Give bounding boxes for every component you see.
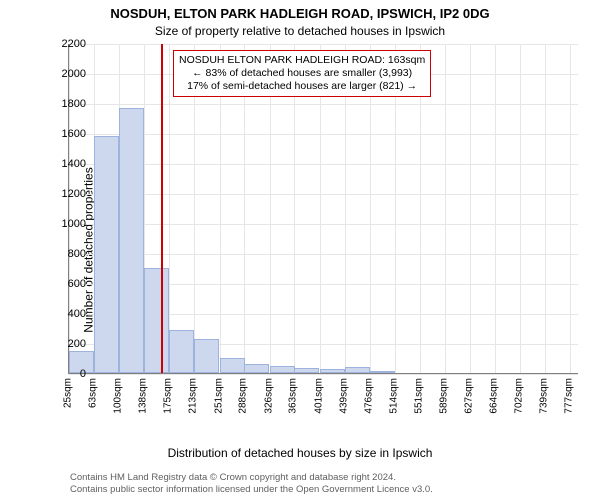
x-tick-label: 251sqm (213, 378, 224, 414)
y-tick-label: 1800 (50, 98, 86, 110)
grid-line-horizontal (69, 254, 578, 255)
x-tick-label: 213sqm (188, 378, 199, 414)
y-tick-label: 800 (50, 248, 86, 260)
histogram-bar (119, 108, 144, 374)
x-tick-label: 401sqm (313, 378, 324, 414)
x-tick-label: 551sqm (413, 378, 424, 414)
histogram-bar (270, 366, 295, 374)
y-tick-label: 1400 (50, 158, 86, 170)
grid-line-horizontal (69, 134, 578, 135)
x-tick-label: 589sqm (439, 378, 450, 414)
chart-title-sub: Size of property relative to detached ho… (0, 24, 600, 38)
histogram-bar (345, 367, 370, 373)
y-tick-label: 1200 (50, 188, 86, 200)
histogram-bar (144, 268, 169, 373)
histogram-bar (320, 369, 345, 374)
grid-line-horizontal (69, 374, 578, 375)
grid-line-vertical (545, 44, 546, 373)
footer-line: Contains HM Land Registry data © Crown c… (70, 472, 433, 484)
histogram-bar (294, 368, 319, 373)
x-tick-label: 627sqm (464, 378, 475, 414)
histogram-bar (220, 358, 245, 373)
annotation-box: NOSDUH ELTON PARK HADLEIGH ROAD: 163sqm … (173, 50, 431, 97)
histogram-chart: NOSDUH, ELTON PARK HADLEIGH ROAD, IPSWIC… (0, 0, 600, 500)
footer-line: Contains public sector information licen… (70, 484, 433, 496)
x-tick-label: 63sqm (88, 378, 99, 408)
grid-line-vertical (495, 44, 496, 373)
x-tick-label: 702sqm (514, 378, 525, 414)
histogram-bar (169, 330, 194, 374)
grid-line-horizontal (69, 194, 578, 195)
grid-line-horizontal (69, 164, 578, 165)
footer-attribution: Contains HM Land Registry data © Crown c… (70, 472, 433, 496)
annotation-line: NOSDUH ELTON PARK HADLEIGH ROAD: 163sqm (179, 54, 425, 67)
grid-line-horizontal (69, 224, 578, 225)
grid-line-vertical (570, 44, 571, 373)
plot-area: NOSDUH ELTON PARK HADLEIGH ROAD: 163sqm … (68, 44, 578, 374)
x-tick-label: 288sqm (238, 378, 249, 414)
y-tick-label: 400 (50, 308, 86, 320)
x-tick-label: 664sqm (489, 378, 500, 414)
grid-line-vertical (445, 44, 446, 373)
x-tick-label: 777sqm (564, 378, 575, 414)
y-tick-label: 1600 (50, 128, 86, 140)
annotation-line: 17% of semi-detached houses are larger (… (179, 80, 425, 93)
y-tick-label: 2000 (50, 68, 86, 80)
x-axis-label: Distribution of detached houses by size … (0, 446, 600, 460)
x-tick-label: 25sqm (63, 378, 74, 408)
x-tick-label: 138sqm (138, 378, 149, 414)
reference-line (161, 44, 163, 373)
histogram-bar (94, 136, 119, 373)
grid-line-horizontal (69, 44, 578, 45)
x-tick-label: 326sqm (263, 378, 274, 414)
annotation-line: ← 83% of detached houses are smaller (3,… (179, 67, 425, 80)
grid-line-vertical (69, 44, 70, 373)
x-tick-label: 476sqm (363, 378, 374, 414)
y-tick-label: 600 (50, 278, 86, 290)
histogram-bar (244, 364, 269, 373)
x-tick-label: 439sqm (339, 378, 350, 414)
y-tick-label: 200 (50, 338, 86, 350)
x-tick-label: 100sqm (113, 378, 124, 414)
y-tick-label: 2200 (50, 38, 86, 50)
grid-line-vertical (470, 44, 471, 373)
histogram-bar (194, 339, 219, 373)
x-tick-label: 175sqm (163, 378, 174, 414)
grid-line-vertical (520, 44, 521, 373)
x-tick-label: 739sqm (539, 378, 550, 414)
y-tick-label: 1000 (50, 218, 86, 230)
x-tick-label: 363sqm (288, 378, 299, 414)
grid-line-horizontal (69, 104, 578, 105)
histogram-bar (370, 371, 395, 373)
x-tick-label: 514sqm (389, 378, 400, 414)
chart-title-main: NOSDUH, ELTON PARK HADLEIGH ROAD, IPSWIC… (0, 6, 600, 21)
